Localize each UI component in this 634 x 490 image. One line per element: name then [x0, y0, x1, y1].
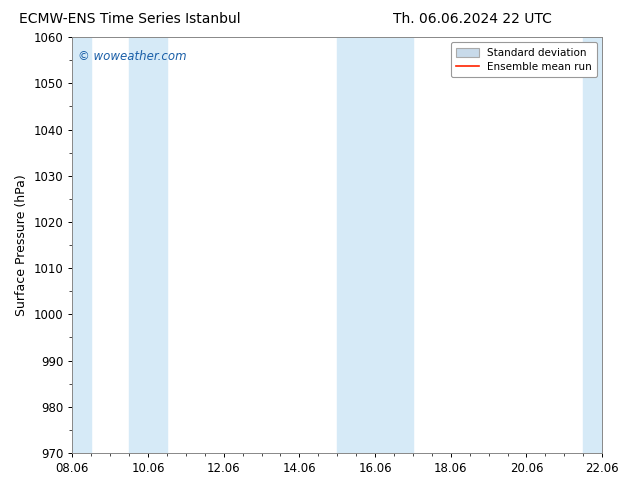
- Legend: Standard deviation, Ensemble mean run: Standard deviation, Ensemble mean run: [451, 42, 597, 77]
- Y-axis label: Surface Pressure (hPa): Surface Pressure (hPa): [15, 174, 28, 316]
- Bar: [583, 37, 621, 453]
- Text: © woweather.com: © woweather.com: [77, 49, 186, 63]
- Text: ECMW-ENS Time Series Istanbul: ECMW-ENS Time Series Istanbul: [19, 12, 241, 26]
- Bar: [53, 37, 91, 453]
- Bar: [337, 37, 413, 453]
- Text: Th. 06.06.2024 22 UTC: Th. 06.06.2024 22 UTC: [393, 12, 552, 26]
- Bar: [129, 37, 167, 453]
